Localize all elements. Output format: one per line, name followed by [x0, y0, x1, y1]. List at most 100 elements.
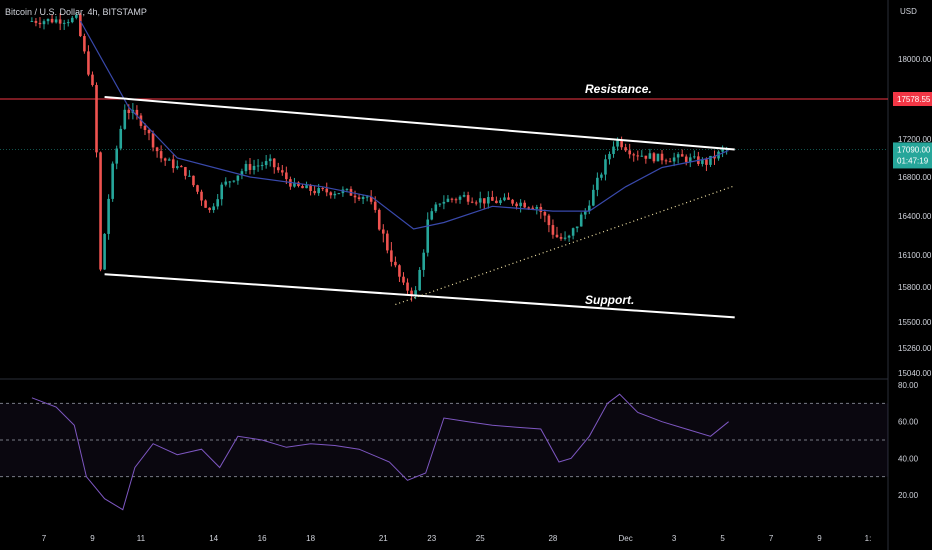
rsi-tick-label: 80.00: [898, 381, 919, 390]
candle-body: [684, 156, 688, 162]
candle-body: [285, 172, 288, 180]
price-badges: 17578.55 17090.00 01:47:19: [893, 92, 932, 169]
candle-body: [62, 22, 66, 24]
candle-body: [660, 153, 664, 161]
date-tick-label: 23: [427, 534, 436, 543]
candle-body: [115, 148, 119, 164]
candle-body: [188, 175, 191, 177]
candle-body: [648, 153, 652, 159]
price-tick-label: 18000.00: [898, 55, 932, 64]
candle-body: [248, 164, 252, 170]
candle-body: [612, 146, 615, 154]
current-price-text: 17090.00: [897, 145, 931, 154]
candle-body: [377, 209, 381, 230]
candle-body: [386, 233, 389, 251]
candle-body: [592, 189, 595, 206]
axes: 18000.00 17200.00 16800.00 16400.00 16100.00…: [42, 55, 932, 543]
candle-body: [410, 290, 413, 295]
candle-body: [563, 237, 567, 239]
bar-countdown-text: 01:47:19: [897, 156, 929, 165]
candle-body: [515, 203, 518, 207]
candle-body: [357, 197, 361, 200]
candle-body: [163, 158, 167, 161]
candle-body: [462, 195, 466, 197]
candle-body: [301, 186, 304, 189]
candle-body: [394, 261, 397, 266]
candle-body: [159, 151, 163, 159]
candle-body: [499, 200, 502, 204]
candle-body: [75, 14, 78, 18]
candle-body: [470, 201, 474, 203]
candle-body: [345, 188, 349, 190]
candle-body: [281, 170, 284, 173]
candle-body: [701, 159, 704, 164]
candle-body: [575, 226, 579, 229]
candle-body: [587, 205, 591, 212]
candle-body: [42, 21, 46, 25]
candle-body: [264, 161, 268, 166]
date-tick-label: 7: [42, 534, 47, 543]
candle-body: [693, 156, 696, 158]
candle-body: [236, 175, 240, 181]
price-tick-label: 16400.00: [898, 212, 932, 221]
candle-body: [309, 185, 312, 191]
candle-body: [30, 20, 34, 22]
candle-body: [600, 174, 603, 178]
price-levels: [0, 98, 888, 150]
candle-body: [688, 157, 692, 162]
candle-body: [531, 207, 535, 209]
grid: [0, 0, 889, 550]
ma-line: [79, 20, 729, 230]
candle-body: [398, 265, 401, 277]
candle-body: [604, 159, 607, 175]
price-tick-label: 16800.00: [898, 173, 932, 182]
candle-body: [200, 191, 203, 201]
candle-body: [491, 197, 494, 201]
candle-body: [192, 175, 195, 186]
rsi-pane[interactable]: [0, 393, 888, 511]
candle-body: [454, 199, 458, 201]
candle-body: [293, 182, 296, 187]
candle-body: [317, 188, 320, 194]
candle-body: [220, 184, 224, 200]
candle-body: [680, 154, 684, 157]
trend-lines[interactable]: [104, 95, 735, 319]
candle-body: [495, 200, 498, 204]
candle-body: [135, 109, 139, 116]
date-tick-label: 9: [90, 534, 95, 543]
candle-body: [571, 228, 575, 236]
candle-body: [668, 161, 672, 163]
candle-body: [487, 197, 490, 204]
candle-body: [87, 51, 90, 75]
candle-body: [664, 160, 668, 162]
candle-body: [111, 163, 114, 199]
candle-body: [337, 193, 341, 195]
candle-body: [608, 153, 611, 160]
candle-body: [333, 193, 337, 196]
candle-body: [414, 290, 417, 295]
candle-body: [551, 225, 555, 235]
candle-body: [252, 165, 256, 170]
date-tick-label: 5: [720, 534, 725, 543]
resistance-trend-line: [104, 95, 735, 151]
candle-body: [95, 85, 98, 153]
date-tick-label: 25: [476, 534, 485, 543]
candle-body: [442, 201, 446, 204]
candle-body: [644, 155, 648, 159]
chart-title: Bitcoin / U.S. Dollar, 4h, BITSTAMP: [5, 7, 147, 17]
candle-body: [640, 155, 644, 157]
candle-body: [268, 158, 272, 162]
candle-body: [406, 282, 409, 291]
resistance-annotation: Resistance.: [585, 82, 652, 96]
rsi-tick-label: 60.00: [898, 418, 919, 427]
candle-body: [503, 197, 506, 201]
price-tick-label: 15500.00: [898, 318, 932, 327]
candle-body: [579, 214, 583, 227]
candle-body: [58, 19, 62, 24]
candle-body: [107, 198, 110, 234]
price-tick-label: 15260.00: [898, 344, 932, 353]
candle-body: [713, 155, 716, 159]
candle-body: [212, 206, 215, 211]
candle-body: [474, 202, 478, 204]
